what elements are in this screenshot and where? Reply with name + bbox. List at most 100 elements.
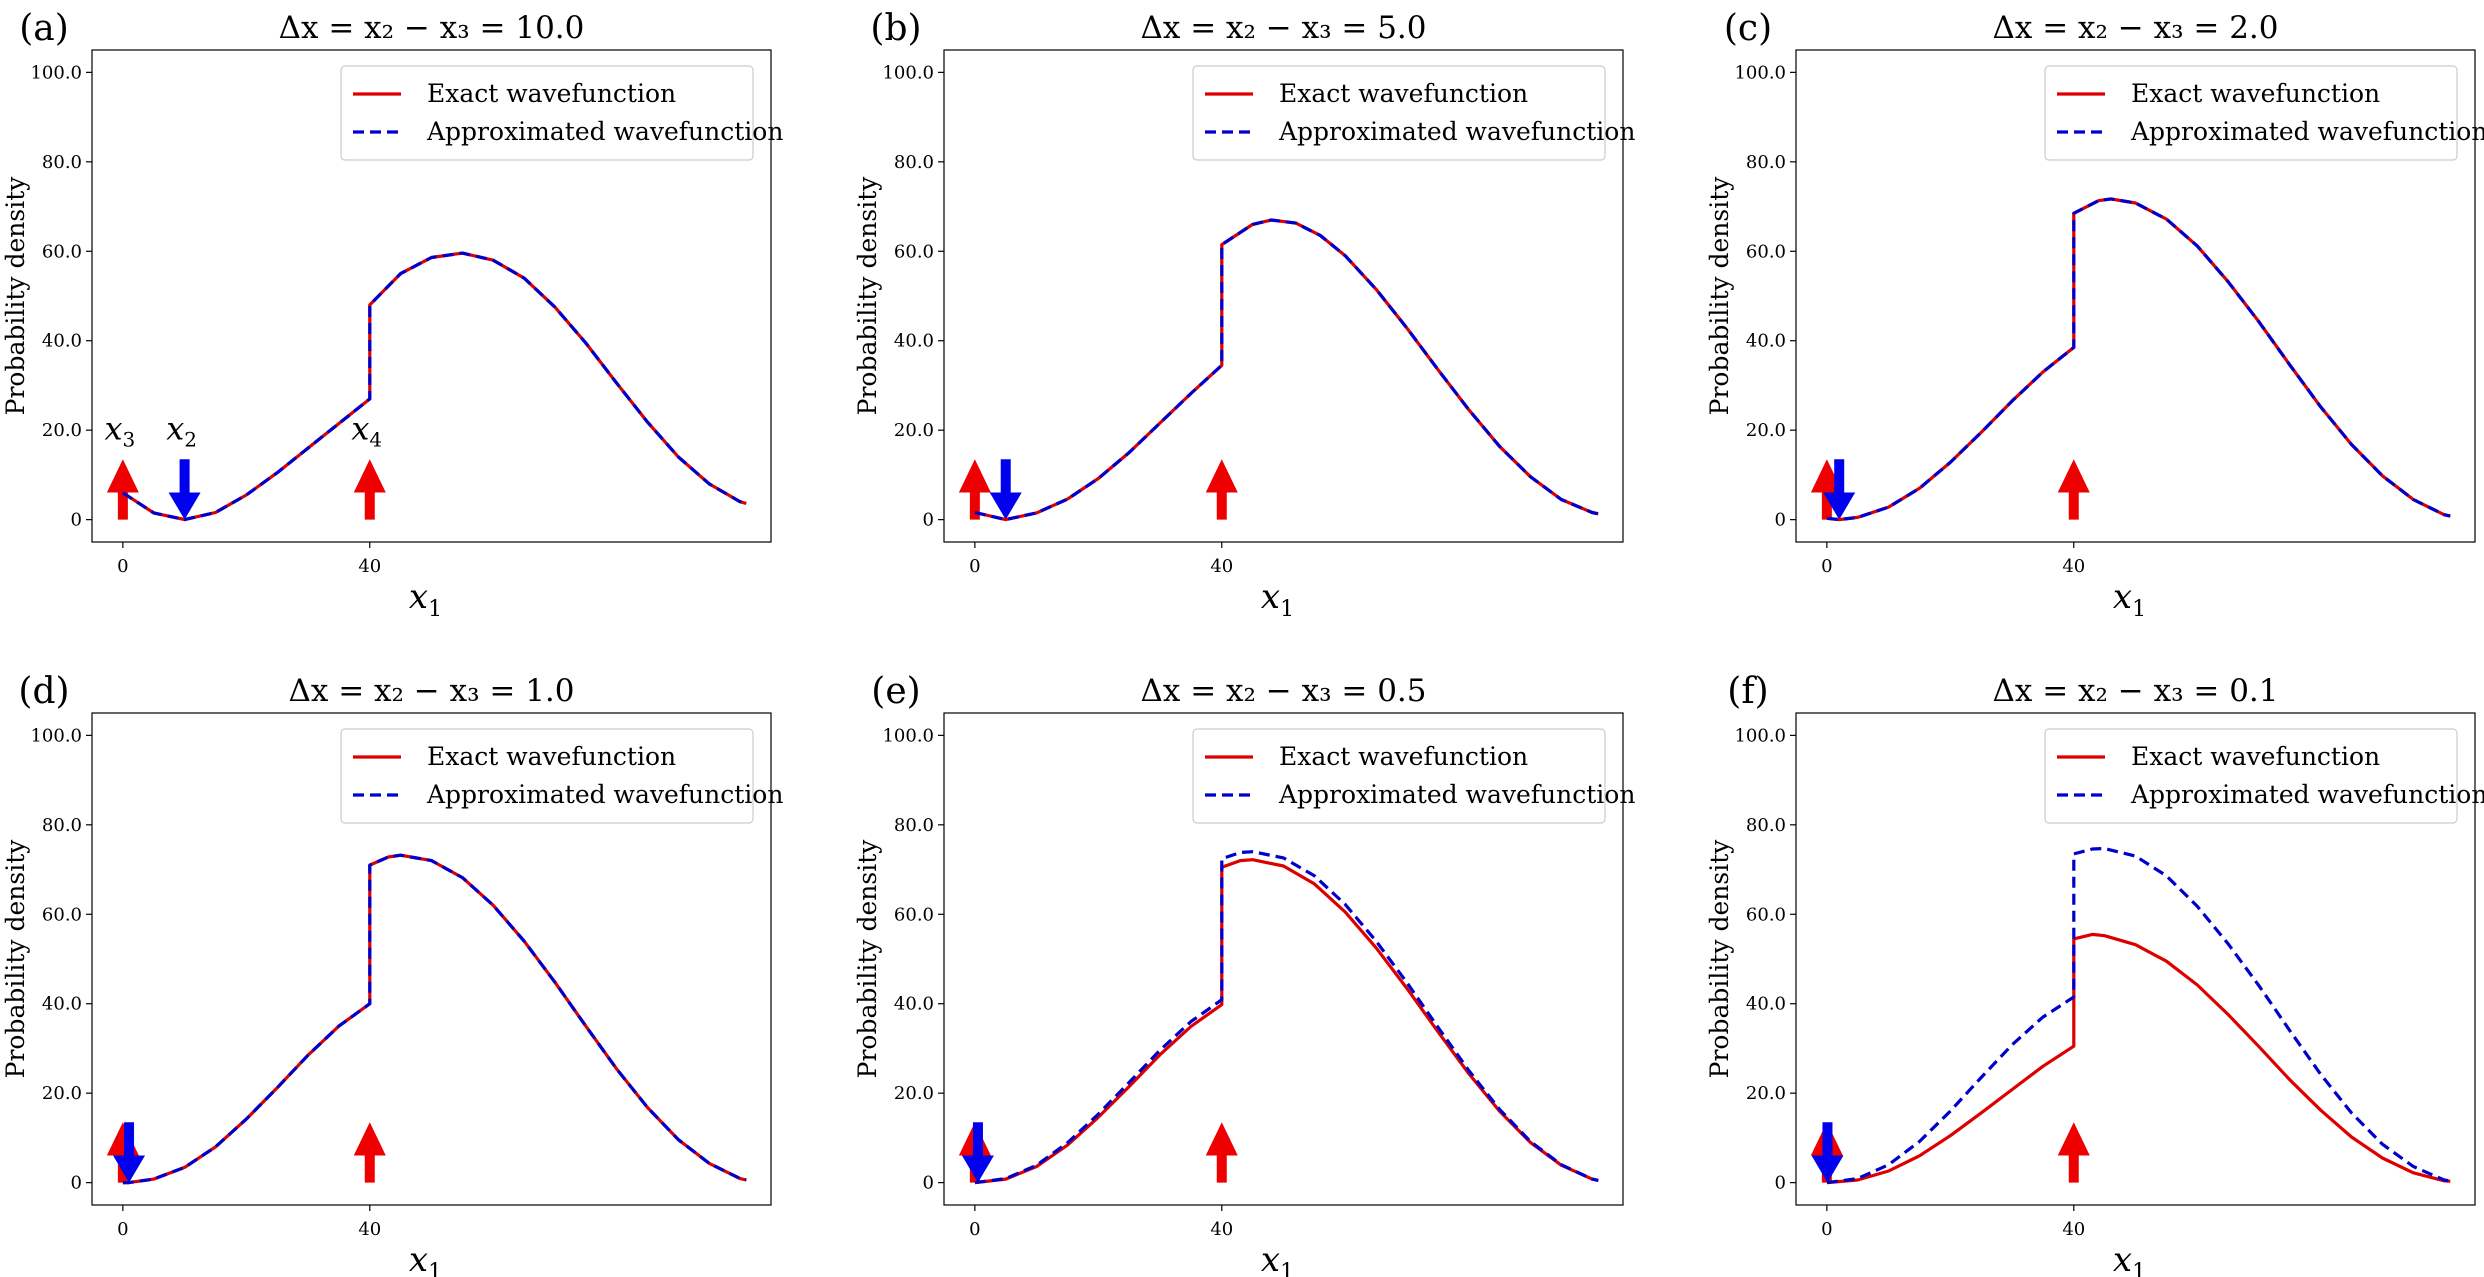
- approximated-wavefunction-line: [1826, 846, 2451, 1185]
- x-axis-label-main: x: [2113, 1240, 2132, 1277]
- y-tick-label: 60.0: [1746, 904, 1786, 925]
- panel-letter: (e): [871, 671, 920, 712]
- legend-box: [2044, 65, 2458, 161]
- legend-entry: Approximated wavefunction: [2130, 780, 2484, 809]
- y-tick-label: 40.0: [1746, 331, 1786, 352]
- legend-box: [340, 65, 754, 161]
- chart-panel: 0 20.0 40.0 60.0 80.0 100.0 0 40 Probability den…: [1, 671, 783, 1277]
- axes-frame: [91, 712, 772, 1206]
- chart-title: Δx = x₂ − x₃ = 5.0: [1140, 10, 1426, 46]
- y-tick-label: 60.0: [42, 904, 82, 925]
- axes-frame: [1795, 49, 2476, 543]
- x-axis-label-sub: 1: [1280, 597, 1294, 622]
- legend: Exact wavefunction Approximated wavefunct…: [340, 728, 783, 824]
- x-tick-label: 0: [969, 556, 980, 577]
- x-tick-label: 40: [1210, 556, 1233, 577]
- chart-panel: 0 20.0 40.0 60.0 80.0 100.0 0 40 Probability den…: [853, 671, 1635, 1277]
- y-tick-label: 0: [923, 510, 934, 531]
- legend: Exact wavefunction Approximated wavefunct…: [2044, 65, 2484, 161]
- exact-wavefunction-line: [122, 251, 747, 522]
- x4-spin-up-arrow: [1205, 459, 1238, 520]
- chart-panel: 0 20.0 40.0 60.0 80.0 100.0 0 40 Probability den…: [853, 8, 1635, 622]
- x-axis-label-main: x: [409, 1240, 428, 1277]
- exact-wavefunction-line: [974, 858, 1599, 1185]
- y-axis-label: Probability density: [1, 839, 30, 1079]
- marker-label-sub: 4: [369, 427, 382, 451]
- x-axis-label-main: x: [1261, 1240, 1280, 1277]
- y-tick-label: 40.0: [1746, 994, 1786, 1015]
- y-tick-label: 20.0: [894, 1083, 934, 1104]
- axes-frame: [1795, 712, 2476, 1206]
- legend-box: [2044, 728, 2458, 824]
- y-tick-label: 100.0: [30, 62, 82, 83]
- y-tick-label: 40.0: [894, 994, 934, 1015]
- legend: Exact wavefunction Approximated wavefunct…: [2044, 728, 2484, 824]
- exact-wavefunction-line: [122, 853, 747, 1185]
- y-tick-label: 20.0: [1746, 1083, 1786, 1104]
- x3-spin-up-arrow: [106, 459, 139, 520]
- legend: Exact wavefunction Approximated wavefunct…: [340, 65, 783, 161]
- y-tick-label: 80.0: [894, 815, 934, 836]
- y-tick-label: 100.0: [882, 725, 934, 746]
- legend-box: [1192, 728, 1606, 824]
- legend-entry: Exact wavefunction: [2131, 79, 2380, 108]
- x-axis-label-sub: 1: [428, 1260, 442, 1277]
- panel-letter: (b): [870, 8, 921, 49]
- x-axis-label-sub: 1: [1280, 1260, 1294, 1277]
- x2-spin-down-label: x2: [166, 409, 197, 451]
- approximated-wavefunction-line: [1826, 197, 2451, 522]
- marker-label-main: x: [104, 409, 122, 447]
- x-tick-label: 0: [117, 1219, 128, 1240]
- x4-spin-up-arrow: [353, 1122, 386, 1183]
- y-tick-label: 100.0: [1734, 725, 1786, 746]
- chart-title: Δx = x₂ − x₃ = 0.1: [1992, 673, 2278, 709]
- legend-entry: Exact wavefunction: [1279, 742, 1528, 771]
- y-tick-label: 80.0: [1746, 152, 1786, 173]
- panel-letter: (f): [1727, 671, 1768, 712]
- x3-spin-up-arrow: [1810, 459, 1843, 520]
- panel-letter: (d): [18, 671, 69, 712]
- x2-spin-down-arrow: [113, 1122, 146, 1183]
- x4-spin-up-arrow: [1205, 1122, 1238, 1183]
- x4-spin-up-arrow: [2057, 1122, 2090, 1183]
- axes-frame: [943, 49, 1624, 543]
- y-tick-label: 20.0: [42, 420, 82, 441]
- y-tick-label: 0: [923, 1173, 934, 1194]
- legend-box: [1192, 65, 1606, 161]
- y-tick-label: 40.0: [42, 331, 82, 352]
- y-tick-label: 0: [1775, 1173, 1786, 1194]
- legend-entry: Approximated wavefunction: [426, 117, 783, 146]
- y-tick-label: 80.0: [1746, 815, 1786, 836]
- y-tick-label: 0: [71, 510, 82, 531]
- marker-label-sub: 2: [184, 427, 197, 451]
- x4-spin-up-label: x4: [351, 409, 382, 451]
- approximated-wavefunction-line: [122, 853, 747, 1185]
- x-axis-label-main: x: [2113, 577, 2132, 617]
- x-tick-label: 40: [2062, 1219, 2085, 1240]
- chart-panel: 0 20.0 40.0 60.0 80.0 100.0 0 40 Probability den…: [1, 8, 783, 622]
- x-axis-label: x1: [2113, 1240, 2146, 1277]
- exact-wavefunction-line: [974, 218, 1599, 522]
- approximated-wavefunction-line: [122, 251, 747, 522]
- legend-entry: Exact wavefunction: [427, 742, 676, 771]
- x2-spin-down-arrow: [1811, 1122, 1844, 1183]
- chart-title: Δx = x₂ − x₃ = 1.0: [288, 673, 574, 709]
- axes-frame: [91, 49, 772, 543]
- x-axis-label: x1: [1261, 1240, 1294, 1277]
- approximated-wavefunction-line: [974, 850, 1599, 1185]
- legend-entry: Approximated wavefunction: [1278, 117, 1635, 146]
- x-tick-label: 0: [1821, 556, 1832, 577]
- y-axis-label: Probability density: [853, 839, 882, 1079]
- marker-label-sub: 3: [123, 427, 136, 451]
- legend-entry: Approximated wavefunction: [1278, 780, 1635, 809]
- x-axis-label-sub: 1: [2132, 597, 2146, 622]
- x-tick-label: 0: [969, 1219, 980, 1240]
- x4-spin-up-arrow: [353, 459, 386, 520]
- y-tick-label: 100.0: [882, 62, 934, 83]
- y-tick-label: 80.0: [42, 815, 82, 836]
- legend: Exact wavefunction Approximated wavefunct…: [1192, 65, 1635, 161]
- chart-panel: 0 20.0 40.0 60.0 80.0 100.0 0 40 Probability den…: [1705, 8, 2484, 622]
- y-tick-label: 60.0: [894, 904, 934, 925]
- x-tick-label: 40: [358, 556, 381, 577]
